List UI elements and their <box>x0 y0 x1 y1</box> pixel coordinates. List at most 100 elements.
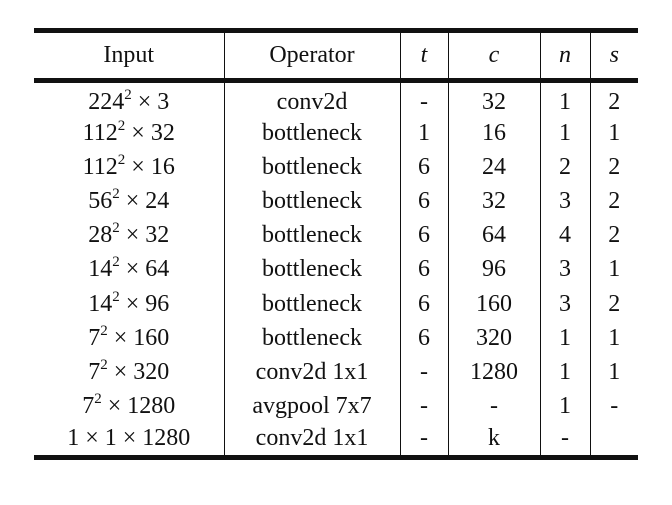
table-row: 1122 × 32 bottleneck 1 16 1 1 <box>34 116 638 151</box>
cell-t: - <box>399 389 448 424</box>
cell-n: 1 <box>539 116 590 151</box>
input-exponent: 2 <box>94 391 102 408</box>
cell-n: 3 <box>539 252 590 287</box>
input-base: 14 <box>88 256 113 283</box>
input-base: 224 <box>88 89 125 115</box>
cell-n: 4 <box>539 218 590 253</box>
cell-operator: bottleneck <box>223 321 400 356</box>
cell-c: 64 <box>447 218 540 253</box>
input-exponent: 2 <box>117 151 126 168</box>
input-exponent: 2 <box>112 288 120 305</box>
cell-s: 2 <box>589 286 638 322</box>
input-rest: × 64 <box>119 256 170 283</box>
cell-s <box>589 423 638 461</box>
input-rest: × 96 <box>119 290 170 317</box>
cell-c: 32 <box>447 80 540 116</box>
cell-c: - <box>447 389 540 424</box>
cell-input: 282 × 32 <box>34 219 224 253</box>
input-exponent: 2 <box>112 220 120 237</box>
cell-operator: bottleneck <box>223 218 400 253</box>
input-rest: × 3 <box>131 89 170 115</box>
cell-operator: bottleneck <box>223 150 400 185</box>
input-rest: × 160 <box>107 324 170 351</box>
cell-input: 72 × 1280 <box>34 390 224 424</box>
table-row: 72 × 320 conv2d 1x1-1280 1 1 <box>34 355 638 390</box>
cell-c: k <box>447 423 540 461</box>
cell-input: 1122 × 32 <box>34 116 224 150</box>
cell-operator: bottleneck <box>223 116 400 151</box>
cell-n: 2 <box>539 150 590 185</box>
input-rest: × 1280 <box>101 393 176 420</box>
table-row: 142 × 64 bottleneck 6 96 3 1 <box>34 252 638 287</box>
cell-operator: bottleneck <box>223 184 400 219</box>
table-body: 2242 × 3 conv2d -32 1 2 1122 × 32 bottleneck 1 1… <box>34 80 638 461</box>
header-operator: Operator <box>223 28 400 83</box>
cell-s: 2 <box>589 80 638 116</box>
cell-operator: conv2d 1x1 <box>223 355 400 390</box>
cell-n: 1 <box>539 355 590 390</box>
input-exponent: 2 <box>100 356 108 373</box>
header-row: Input Operator t c n s <box>34 28 638 83</box>
input-exponent: 2 <box>100 322 108 339</box>
cell-input: 142 × 96 <box>34 287 224 321</box>
cell-input: 72 × 160 <box>34 321 224 355</box>
cell-c: 1280 <box>447 355 540 390</box>
cell-n: 1 <box>539 389 590 424</box>
cell-c: 24 <box>447 150 540 185</box>
cell-t: 6 <box>399 218 448 253</box>
header-s: s <box>589 28 638 83</box>
cell-t: - <box>399 355 448 390</box>
cell-input: 72 × 320 <box>34 355 224 389</box>
cell-s: - <box>589 389 638 424</box>
header-input: Input <box>34 28 224 83</box>
cell-n: 3 <box>539 184 590 219</box>
input-exponent: 2 <box>117 117 126 134</box>
cell-t: - <box>399 423 448 461</box>
cell-t: 6 <box>399 321 448 356</box>
cell-n: 1 <box>539 321 590 356</box>
input-base: 1 × 1 × 1280 <box>67 425 191 452</box>
cell-input: 1 × 1 × 1280 <box>34 423 224 461</box>
cell-t: - <box>399 80 448 116</box>
table-row: 72 × 160 bottleneck 6 320 1 1 <box>34 321 638 356</box>
cell-s: 1 <box>589 355 638 390</box>
cell-t: 6 <box>399 184 448 219</box>
cell-operator: bottleneck <box>223 252 400 287</box>
cell-t: 6 <box>399 252 448 287</box>
cell-s: 2 <box>589 150 638 185</box>
cell-n: 1 <box>539 80 590 116</box>
cell-n: - <box>539 423 590 461</box>
table-row: 562 × 24 bottleneck 6 32 3 2 <box>34 184 638 219</box>
input-rest: × 32 <box>119 222 170 249</box>
cell-s: 1 <box>589 321 638 356</box>
cell-t: 1 <box>399 116 448 151</box>
table-row: 1 × 1 × 1280 conv2d 1x1- k - <box>34 423 638 461</box>
cell-operator: conv2d 1x1 <box>223 423 400 461</box>
cell-c: 160 <box>447 286 540 322</box>
cell-c: 32 <box>447 184 540 219</box>
cell-c: 16 <box>447 116 540 151</box>
cell-c: 320 <box>447 321 540 356</box>
cell-s: 1 <box>589 252 638 287</box>
input-base: 7 <box>88 324 101 351</box>
cell-s: 1 <box>589 116 638 151</box>
cell-n: 3 <box>539 286 590 322</box>
input-base: 28 <box>88 222 113 249</box>
header-c: c <box>447 28 540 83</box>
table-row: 282 × 32 bottleneck 6 64 4 2 <box>34 218 638 253</box>
cell-t: 6 <box>399 286 448 322</box>
input-rest: × 16 <box>125 153 175 180</box>
input-base: 112 <box>82 119 118 146</box>
cell-input: 562 × 24 <box>34 184 224 218</box>
cell-input: 142 × 64 <box>34 253 224 287</box>
table-row: 72 × 1280 avgpool 7x7- -1- <box>34 389 638 424</box>
cell-operator: bottleneck <box>223 286 400 322</box>
input-base: 14 <box>88 290 113 317</box>
cell-operator: conv2d <box>223 80 400 116</box>
table-row: 1122 × 16 bottleneck 6 24 2 2 <box>34 150 638 185</box>
input-base: 7 <box>82 393 95 420</box>
cell-input: 2242 × 3 <box>34 81 224 117</box>
table-row: 2242 × 3 conv2d -32 1 2 <box>34 80 638 117</box>
table-row: 142 × 96 bottleneck 6 160 3 2 <box>34 286 638 322</box>
input-base: 56 <box>88 187 113 214</box>
